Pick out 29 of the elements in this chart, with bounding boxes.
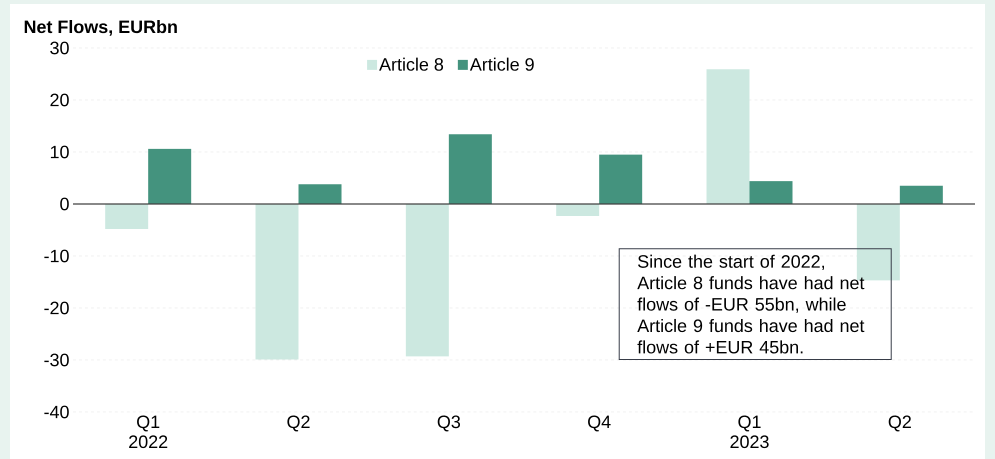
y-tick-label: 0 — [60, 198, 69, 210]
bar — [148, 148, 192, 204]
x-tick-label: Q2 — [888, 415, 911, 432]
x-tick-label: Q1 2023 — [730, 415, 769, 448]
bar — [105, 204, 148, 229]
bar — [706, 69, 750, 204]
bar — [556, 204, 600, 216]
bar — [406, 204, 449, 356]
y-tick-label: -30 — [44, 354, 69, 366]
annotation: Since the start of 2022, Article 8 funds have had net flows of -EUR 55bn, while Article 9 funds have had net flows of +EUR 45bn. — [637, 254, 864, 354]
bar — [900, 186, 943, 204]
bar — [599, 154, 642, 204]
y-tick-label: 10 — [50, 146, 69, 158]
legend-label: Article 8 — [379, 58, 444, 71]
bar — [448, 134, 492, 204]
y-tick-label: -20 — [44, 302, 69, 314]
legend-label: Article 9 — [470, 58, 534, 71]
bar — [256, 204, 299, 360]
y-tick-label: 30 — [50, 42, 69, 54]
x-tick-label: Q2 — [287, 415, 310, 432]
x-tick-label: Q4 — [588, 415, 611, 432]
chart-title: Net Flows, EURbn — [24, 20, 177, 36]
bar — [298, 184, 342, 204]
x-tick-label: Q3 — [438, 415, 460, 432]
bar — [750, 181, 793, 204]
y-tick-label: 20 — [50, 94, 69, 106]
y-tick-label: -10 — [44, 250, 69, 262]
y-tick-label: -40 — [44, 406, 69, 418]
x-tick-label: Q1 2022 — [129, 415, 168, 448]
